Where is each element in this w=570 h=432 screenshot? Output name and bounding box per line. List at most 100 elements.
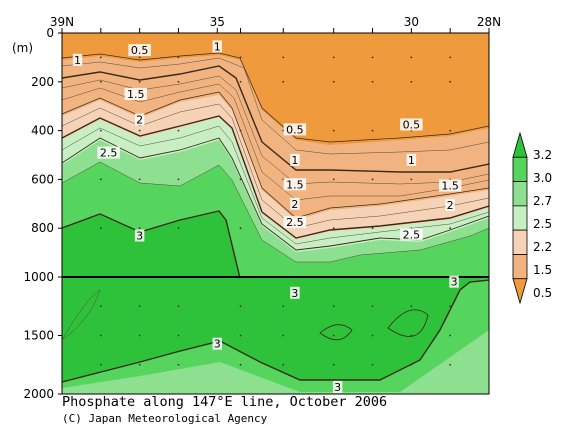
contour-label-bg: [445, 199, 455, 212]
station-dot: [99, 227, 102, 230]
contour-label: 1.5: [124, 88, 148, 101]
contour-label: 3: [212, 337, 223, 351]
chart-credit: (C) Japan Meteorological Agency: [62, 412, 268, 425]
station-dot: [99, 129, 102, 132]
contour-label-bg: [212, 40, 223, 53]
station-dot: [410, 56, 413, 59]
contour-label-text: 1: [214, 40, 221, 53]
contour-labels: 0.5 1 1 1.5 2 2.5 3 0.5 0.5 1 1 1.5 1.5 2 2 2.5 2.5 3 3 3 3: [72, 40, 462, 394]
station-dot: [332, 178, 335, 181]
station-dot: [449, 129, 452, 132]
contour-label-text: 2: [447, 199, 454, 212]
contour-line-2: [62, 115, 489, 239]
station-dot: [449, 334, 452, 337]
station-dot: [239, 178, 242, 181]
contour-label-bg: [283, 123, 307, 136]
station-dot: [239, 334, 242, 337]
colorbar-swatch: [512, 254, 528, 280]
y-tick-label: 1000: [23, 270, 54, 284]
contour-label-text: 2.5: [100, 147, 118, 160]
station-dot: [449, 56, 452, 59]
colorbar-swatch: [512, 131, 528, 158]
colorbar-label: 3.0: [533, 171, 552, 185]
contour-label-bg: [97, 146, 120, 159]
station-dot: [177, 178, 180, 181]
station-dot: [410, 178, 413, 181]
contour-label-bg: [400, 228, 423, 241]
station-dot: [239, 305, 242, 308]
x-tick-label: 30: [404, 15, 419, 29]
fill-level-2-7-deep: [62, 330, 489, 394]
y-tick-label: 0: [46, 26, 54, 40]
station-dot: [371, 334, 374, 337]
contour-label: 2: [290, 197, 300, 211]
station-dot: [177, 363, 180, 366]
colorbar-label: 2.5: [533, 217, 552, 231]
contour-label-text: 3: [291, 287, 298, 300]
station-dot: [449, 305, 452, 308]
station-dot: [177, 334, 180, 337]
contour-line-1: [62, 65, 489, 173]
station-dot: [239, 227, 242, 230]
colorbar-swatch: [512, 181, 528, 207]
contour-label: 2: [445, 199, 455, 212]
station-dot: [371, 305, 374, 308]
contour-label-text: 1: [291, 154, 298, 167]
contour-label-bg: [72, 53, 83, 66]
station-dot: [282, 80, 285, 83]
station-dot: [282, 56, 285, 59]
contour-label-bg: [290, 286, 300, 299]
station-dot: [332, 305, 335, 308]
station-dot: [449, 363, 452, 366]
station-dot: [138, 129, 141, 132]
station-dot: [138, 363, 141, 366]
contour-label-text: 3: [214, 338, 221, 351]
contour-label-text: 1.5: [127, 88, 145, 101]
plot-frame: [61, 32, 490, 395]
contour-label-bg: [400, 118, 423, 131]
colorbar: 3.2 3.0 2.7 2.5 2.2 1.5 0.5: [512, 131, 552, 305]
contour-label-text: 1.5: [441, 180, 459, 193]
y-tick-label: 800: [31, 221, 54, 235]
station-dot: [177, 80, 180, 83]
contour-label-text: 1.5: [286, 178, 304, 191]
station-dot: [239, 80, 242, 83]
contour-line-3-2-closed-b: [387, 309, 429, 337]
contour-label: 2.5: [97, 146, 120, 160]
station-dot: [177, 305, 180, 308]
contour-label-text: 1: [74, 54, 81, 67]
contour-label: 3: [332, 380, 343, 394]
station-dot: [332, 80, 335, 83]
y-axis: 0 200 400 600 800 1000 1500 2000: [23, 26, 62, 401]
station-dot: [332, 56, 335, 59]
station-dot: [138, 227, 141, 230]
contour-label: 1: [290, 153, 300, 167]
contour-label: 2: [134, 113, 145, 127]
contour-label: 1.5: [283, 178, 307, 191]
station-dot: [99, 363, 102, 366]
y-tick-label: 600: [31, 172, 54, 186]
contour-label-bg: [332, 380, 343, 393]
contour-label: 1.5: [438, 179, 462, 193]
contour-line-0-5: [62, 52, 489, 143]
contour-label-text: 0.5: [286, 123, 304, 136]
station-dot: [410, 363, 413, 366]
contour-label-bg: [290, 197, 300, 210]
contour-label: 1: [406, 153, 417, 167]
station-dot: [239, 129, 242, 132]
station-dot: [410, 80, 413, 83]
y-tick-label: 200: [31, 75, 54, 89]
contour-label: 1: [212, 40, 223, 53]
contour-label: 1: [72, 53, 83, 67]
station-dots: [99, 56, 452, 366]
station-dot: [332, 129, 335, 132]
station-dot: [282, 305, 285, 308]
contour-label-bg: [283, 178, 307, 191]
station-dot: [99, 56, 102, 59]
contour-label-text: 3: [334, 381, 341, 394]
contour-fill-layers: [62, 33, 489, 394]
colorbar-label: 1.5: [533, 263, 552, 277]
contour-line-3-2-closed-a: [319, 324, 353, 341]
station-dot: [138, 80, 141, 83]
station-dot: [138, 334, 141, 337]
